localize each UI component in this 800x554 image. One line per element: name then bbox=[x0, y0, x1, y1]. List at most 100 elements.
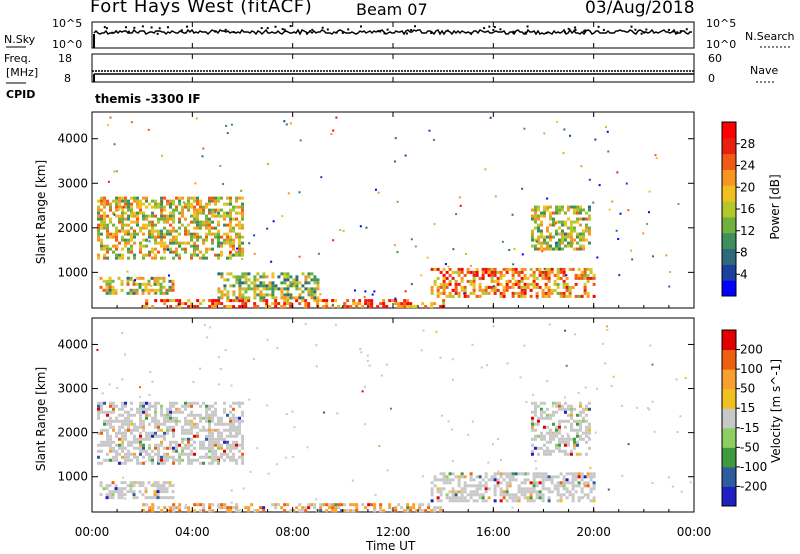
vel-cells-cell bbox=[502, 478, 506, 482]
power-cells-cell bbox=[493, 267, 497, 271]
power-cells-cell bbox=[530, 208, 534, 212]
vel-cells-cell bbox=[502, 490, 506, 494]
vel-cells-cell bbox=[283, 509, 287, 513]
power-cells-cell bbox=[181, 241, 185, 245]
power-cells-cell bbox=[121, 211, 125, 215]
power-cells-cell bbox=[526, 282, 530, 286]
power-cells-scatter bbox=[611, 200, 614, 203]
power-cells-cell bbox=[175, 299, 179, 303]
vel-cells-cell bbox=[211, 443, 215, 447]
power-cells-cell bbox=[196, 214, 200, 218]
noise-dot bbox=[386, 28, 389, 31]
power-cells-cell bbox=[566, 235, 570, 239]
power-cells-cell bbox=[541, 270, 545, 274]
vel-cells-cell bbox=[187, 452, 191, 456]
vel-cells-cell bbox=[568, 472, 572, 476]
power-cells-cell bbox=[508, 267, 512, 271]
power-cells-cell bbox=[115, 232, 119, 236]
vel-cells-cell bbox=[202, 461, 206, 465]
colorbar-swatch bbox=[722, 185, 736, 202]
vel-cells-cell bbox=[232, 458, 236, 462]
power-cells-cell bbox=[289, 302, 293, 306]
vel-cells-cell bbox=[566, 443, 570, 447]
vel-cells-cell bbox=[138, 484, 142, 488]
vel-cells-cell bbox=[355, 503, 359, 507]
power-cells-cell bbox=[187, 223, 191, 227]
noise-dot bbox=[545, 31, 548, 34]
vel-cells-cell bbox=[532, 499, 536, 503]
noise-dot bbox=[180, 29, 183, 32]
vel-cells-scatter bbox=[242, 487, 245, 490]
vel-cells-cell bbox=[334, 503, 338, 507]
power-cells-cell bbox=[259, 293, 263, 297]
vel-cells-cell bbox=[145, 434, 149, 438]
power-cells-cell bbox=[111, 291, 115, 295]
power-cells-cell bbox=[583, 282, 587, 286]
power-cells-cell bbox=[460, 285, 464, 289]
power-cells-cell bbox=[217, 214, 221, 218]
vel-cells-cell bbox=[100, 428, 104, 432]
vel-cells-cell bbox=[97, 455, 101, 459]
power-cells-cell bbox=[548, 238, 552, 242]
power-cells-cell bbox=[226, 202, 230, 206]
power-cells-cell bbox=[238, 241, 242, 245]
power-cells-cell bbox=[256, 293, 260, 297]
vel-cells-cell bbox=[556, 493, 560, 497]
power-cells-cell bbox=[304, 299, 308, 303]
power-cells-cell bbox=[181, 196, 185, 200]
vel-cells-cell bbox=[127, 410, 131, 414]
power-cells-cell bbox=[202, 208, 206, 212]
noise-dot bbox=[493, 26, 496, 29]
vel-cells-cell bbox=[187, 437, 191, 441]
power-cells-cell bbox=[145, 253, 149, 257]
vel-cells-cell bbox=[121, 419, 125, 423]
vel-cells-cell bbox=[163, 419, 167, 423]
power-cells-cell bbox=[557, 226, 561, 230]
power-cells-cell bbox=[130, 235, 134, 239]
power-cells-cell bbox=[172, 220, 176, 224]
vel-cells-cell bbox=[238, 449, 242, 453]
power-cells-cell bbox=[151, 247, 155, 251]
vel-cells-cell bbox=[581, 419, 585, 423]
power-cells-cell bbox=[97, 235, 101, 239]
vel-cells-scatter bbox=[192, 380, 195, 383]
power-cells-cell bbox=[271, 296, 275, 300]
power-cells-cell bbox=[499, 273, 503, 277]
vel-cells-cell bbox=[436, 478, 440, 482]
vel-cells-cell bbox=[454, 475, 458, 479]
vel-cells-cell bbox=[574, 490, 578, 494]
vel-cells-cell bbox=[229, 434, 233, 438]
power-cells-cell bbox=[367, 299, 371, 303]
power-cells-cell bbox=[139, 247, 143, 251]
power-cells-cell bbox=[172, 226, 176, 230]
vel-cells-cell bbox=[394, 509, 398, 513]
power-cells-scatter bbox=[195, 117, 198, 120]
power-cells-cell bbox=[532, 279, 536, 283]
power-cells-cell bbox=[100, 214, 104, 218]
vel-cells-cell bbox=[169, 446, 173, 450]
vel-cells-cell bbox=[205, 419, 209, 423]
power-cells-cell bbox=[382, 302, 386, 306]
vel-cells-cell bbox=[517, 496, 521, 500]
vel-cells-cell bbox=[111, 481, 115, 485]
power-cells-cell bbox=[376, 305, 380, 309]
vel-cells-cell bbox=[166, 458, 170, 462]
vel-cells-cell bbox=[217, 455, 221, 459]
vel-cells-cell bbox=[541, 487, 545, 491]
power-cells-cell bbox=[156, 282, 160, 286]
vel-cells-cell bbox=[457, 484, 461, 488]
power-cells-scatter bbox=[298, 255, 301, 258]
power-cells-scatter bbox=[594, 138, 597, 141]
vel-cells-cell bbox=[382, 509, 386, 513]
power-cells-cell bbox=[106, 232, 110, 236]
power-cells-scatter bbox=[129, 278, 132, 281]
vel-cells-cell bbox=[577, 481, 581, 485]
power-cells-cell bbox=[193, 226, 197, 230]
vel-cells-cell bbox=[514, 472, 518, 476]
power-cells-cell bbox=[554, 244, 558, 248]
power-cells-cell bbox=[226, 293, 230, 297]
power-cells-cell bbox=[406, 299, 410, 303]
vel-cells-cell bbox=[157, 452, 161, 456]
vel-cells-cell bbox=[139, 440, 143, 444]
power-cells-cell bbox=[511, 273, 515, 277]
